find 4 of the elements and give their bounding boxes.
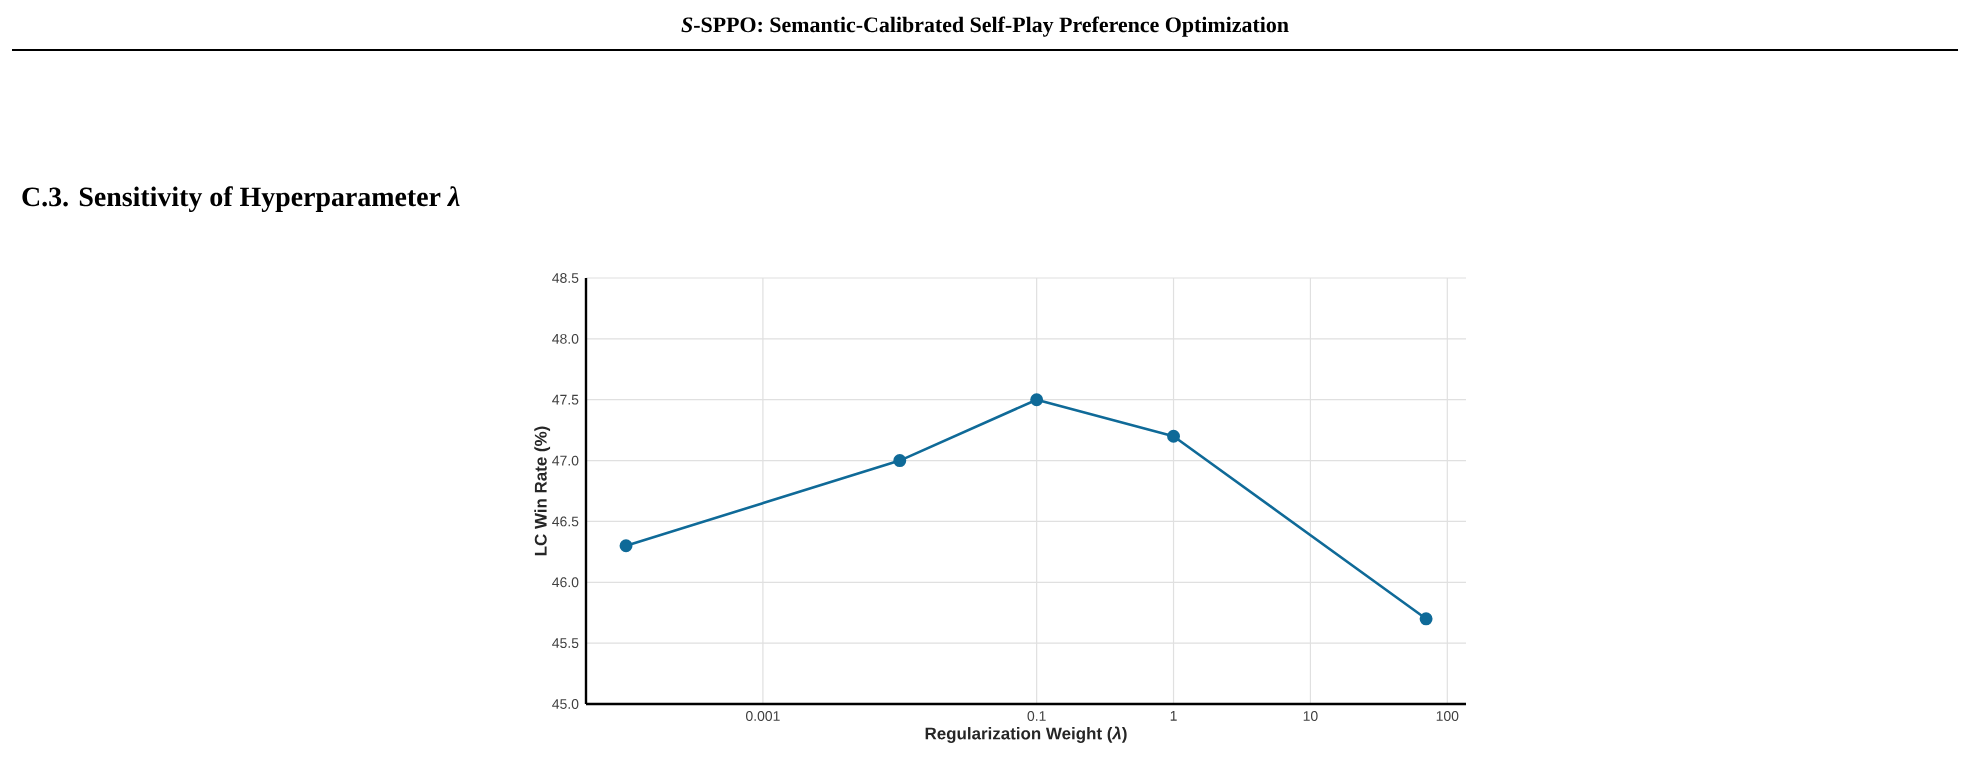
y-axis-title: LC Win Rate (%): [534, 426, 551, 556]
x-axis-title: Regularization Weight (λ): [925, 726, 1127, 743]
text: S-SPPO: Semantic-Calibrated Self-Play Preference Optimization: [681, 16, 1289, 37]
text: C.3. Sensitivity of Hyperparameter λ: [22, 186, 460, 213]
